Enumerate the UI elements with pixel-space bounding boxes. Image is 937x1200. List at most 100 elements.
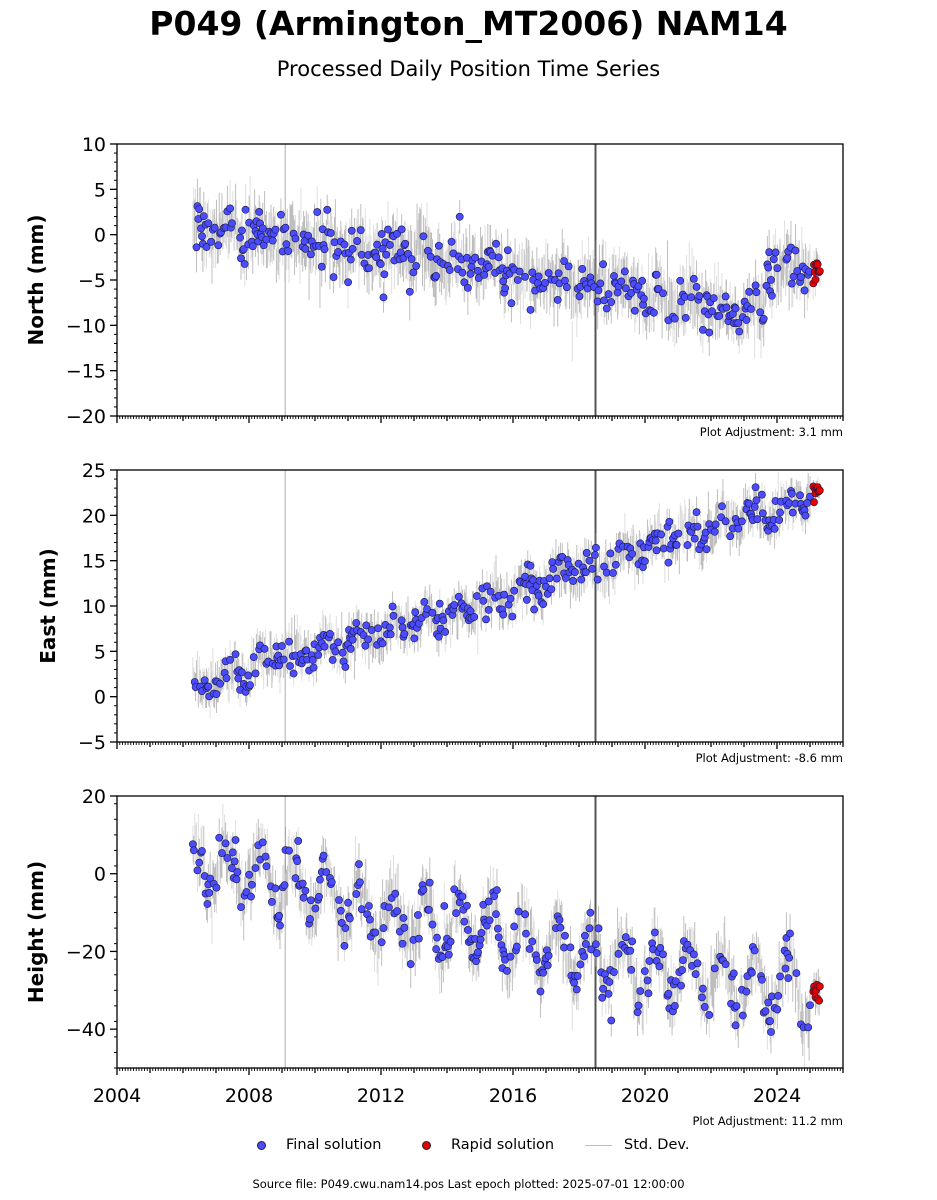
data-point — [223, 854, 232, 862]
data-point — [764, 998, 773, 1007]
data-point — [428, 920, 437, 929]
data-point — [813, 260, 822, 269]
data-point — [581, 940, 590, 948]
plot-adjustment: Plot Adjustment: 3.1 mm — [700, 425, 843, 439]
data-point — [747, 305, 755, 313]
data-point — [553, 296, 562, 304]
data-point — [630, 306, 639, 315]
data-point — [439, 616, 448, 625]
data-point — [319, 851, 328, 860]
data-point — [578, 265, 587, 273]
data-point — [726, 532, 735, 541]
data-point — [644, 989, 653, 998]
data-point — [593, 575, 602, 584]
data-point — [569, 577, 578, 585]
data-point — [414, 934, 423, 943]
rapid-solution-marker-icon — [422, 1140, 431, 1150]
data-point — [400, 630, 409, 638]
data-point — [424, 905, 433, 914]
data-point — [479, 596, 488, 605]
data-point — [405, 287, 414, 296]
data-point — [645, 957, 654, 965]
data-point — [301, 244, 310, 253]
data-point — [398, 623, 407, 632]
data-point — [251, 669, 260, 678]
data-point — [298, 879, 307, 888]
data-point — [693, 959, 702, 968]
data-point — [446, 937, 455, 946]
data-point — [336, 906, 345, 915]
data-point — [561, 931, 569, 940]
data-point — [506, 594, 515, 603]
data-point — [689, 950, 698, 959]
data-point — [571, 568, 579, 577]
data-point — [610, 968, 618, 977]
data-point — [275, 911, 284, 920]
data-point — [692, 282, 701, 291]
data-point — [484, 606, 493, 614]
data-point — [400, 923, 409, 932]
data-point — [762, 281, 771, 290]
data-point — [718, 502, 726, 511]
data-point — [261, 852, 270, 861]
data-point — [582, 549, 591, 557]
y-tick-label: 15 — [82, 551, 106, 573]
data-point — [652, 270, 661, 279]
data-point — [811, 275, 820, 284]
data-point — [652, 546, 661, 555]
data-point — [665, 517, 674, 526]
data-point — [738, 1011, 747, 1020]
legend-label-final: Final solution — [286, 1137, 382, 1153]
data-point — [327, 878, 336, 887]
data-point — [759, 314, 768, 323]
data-point — [315, 892, 323, 901]
data-point — [549, 565, 558, 573]
data-point — [564, 262, 573, 271]
data-point — [356, 226, 365, 235]
data-point — [501, 284, 509, 293]
data-point — [628, 549, 637, 558]
data-point — [787, 489, 796, 498]
data-point — [815, 486, 824, 495]
data-point — [378, 639, 387, 648]
data-point — [476, 935, 485, 944]
data-point — [767, 1028, 775, 1036]
data-point — [659, 289, 667, 298]
data-point — [306, 896, 315, 905]
x-tick-label: 2024 — [753, 1085, 801, 1107]
data-point — [419, 885, 428, 894]
data-point — [636, 987, 645, 995]
data-point — [514, 907, 523, 916]
data-point — [341, 663, 350, 671]
data-point — [423, 605, 431, 613]
data-point — [271, 884, 280, 893]
points — [809, 980, 824, 1005]
data-point — [215, 833, 224, 842]
data-point — [561, 276, 569, 285]
data-point — [734, 319, 743, 327]
data-point — [576, 960, 585, 969]
data-point — [195, 205, 204, 214]
data-point — [406, 960, 415, 968]
data-point — [638, 276, 647, 285]
data-point — [365, 902, 373, 910]
data-point — [371, 928, 380, 937]
data-point — [526, 305, 535, 314]
data-point — [695, 292, 704, 300]
data-point — [556, 923, 565, 932]
data-point — [534, 272, 543, 281]
y-tick-label: 0 — [94, 687, 106, 709]
data-point — [277, 210, 285, 219]
data-point — [528, 268, 537, 277]
data-point — [580, 952, 588, 961]
data-point — [346, 255, 355, 264]
data-point — [326, 229, 335, 237]
data-point — [543, 961, 552, 970]
data-point — [285, 846, 293, 855]
data-point — [445, 266, 454, 274]
data-point — [591, 543, 600, 552]
plot-area — [192, 144, 824, 416]
data-point — [596, 279, 605, 288]
data-point — [397, 225, 406, 234]
data-point — [770, 525, 779, 533]
